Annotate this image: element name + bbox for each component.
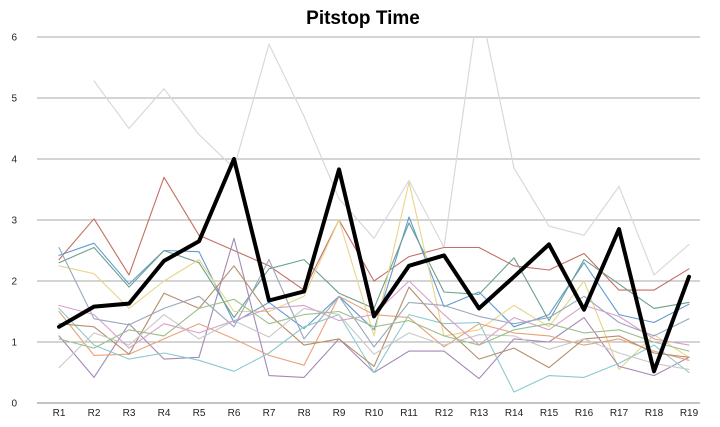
series-line xyxy=(58,181,690,370)
x-tick-label: R1 xyxy=(53,408,66,419)
y-tick-label: 5 xyxy=(11,94,17,105)
series-line xyxy=(58,176,690,291)
y-tick-label: 4 xyxy=(11,155,17,166)
series-line xyxy=(93,36,690,276)
x-tick-label: R15 xyxy=(540,408,559,419)
chart-title: Pitstop Time xyxy=(306,8,420,29)
x-tick-label: R7 xyxy=(263,408,276,419)
x-tick-label: R3 xyxy=(123,408,136,419)
series-line xyxy=(58,307,690,370)
series-line xyxy=(57,157,691,374)
x-tick-label: R5 xyxy=(193,408,206,419)
x-tick-label: R4 xyxy=(158,408,171,419)
y-tick-label: 1 xyxy=(11,338,17,349)
x-tick-label: R18 xyxy=(645,408,664,419)
y-tick-label: 6 xyxy=(11,33,17,44)
x-tick-label: R17 xyxy=(610,408,629,419)
x-tick-label: R16 xyxy=(575,408,594,419)
series-line xyxy=(58,298,690,352)
x-tick-label: R14 xyxy=(505,408,524,419)
x-axis-ticks: R1 R2 R3 R4 R5 R6 R7 R8 R9 R10 R11 R12 R13 R14 R15 R16 R… xyxy=(53,408,699,419)
x-tick-label: R13 xyxy=(470,408,489,419)
series-line xyxy=(58,246,690,348)
x-tick-label: R12 xyxy=(435,408,454,419)
x-tick-label: R19 xyxy=(680,408,699,419)
x-tick-label: R9 xyxy=(333,408,346,419)
y-tick-label: 2 xyxy=(11,277,17,288)
x-tick-label: R2 xyxy=(88,408,101,419)
x-tick-label: R11 xyxy=(400,408,418,419)
x-tick-label: R6 xyxy=(228,408,241,419)
x-tick-label: R10 xyxy=(365,408,384,419)
series-line xyxy=(58,307,690,393)
y-tick-label: 0 xyxy=(11,399,17,410)
y-axis-ticks: 0 1 2 3 4 5 6 xyxy=(11,33,17,410)
series-lines xyxy=(57,36,691,393)
y-tick-label: 3 xyxy=(11,216,17,227)
x-tick-label: R8 xyxy=(298,408,311,419)
